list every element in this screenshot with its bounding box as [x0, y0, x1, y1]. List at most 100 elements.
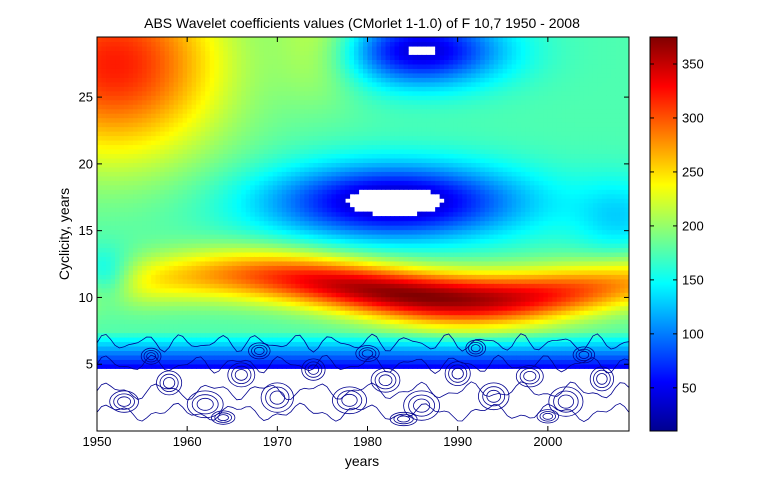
heat-cell — [214, 157, 220, 163]
heat-cell — [128, 157, 134, 163]
heat-cell — [281, 323, 287, 329]
heat-cell — [340, 117, 346, 123]
heat-cell — [272, 166, 278, 172]
heat-cell — [268, 81, 274, 87]
heat-cell — [200, 216, 206, 222]
heat-cell — [399, 341, 405, 347]
heat-cell — [205, 166, 211, 172]
heat-cell — [363, 359, 369, 365]
heat-cell — [308, 269, 315, 275]
heat-cell — [164, 113, 170, 119]
heat-cell — [187, 260, 193, 266]
heat-cell — [146, 198, 152, 204]
heat-cell — [363, 251, 369, 257]
heat-cell — [277, 175, 283, 181]
heat-cell — [191, 184, 197, 190]
heat-cell — [390, 225, 396, 231]
heat-cell — [146, 68, 152, 74]
heat-cell — [182, 345, 188, 352]
heat-cell — [142, 260, 148, 266]
heat-cell — [263, 37, 269, 43]
heat-cell — [236, 68, 242, 74]
heat-cell — [218, 41, 224, 47]
heat-cell — [182, 359, 188, 365]
heat-cell — [178, 265, 184, 271]
heat-cell — [304, 269, 310, 275]
heat-cell — [376, 117, 382, 123]
heat-cell — [218, 157, 224, 163]
heat-cell — [295, 193, 301, 199]
heat-cell — [376, 292, 382, 298]
heat-cell — [399, 157, 405, 163]
heat-cell — [268, 229, 274, 235]
heat-cell — [200, 162, 206, 168]
heat-cell — [137, 144, 143, 150]
heat-cell — [101, 202, 107, 208]
heat-cell — [385, 77, 391, 83]
heat-cell — [169, 139, 175, 146]
heat-cell — [363, 54, 369, 60]
heat-cell — [353, 113, 360, 119]
heat-cell — [200, 54, 206, 60]
heat-cell — [223, 341, 229, 347]
heat-cell — [313, 77, 319, 83]
heat-cell — [182, 278, 188, 284]
heat-cell — [236, 184, 242, 190]
heat-cell — [173, 175, 179, 181]
heat-cell — [151, 72, 157, 78]
heat-cell — [272, 45, 278, 52]
heat-cell — [245, 225, 251, 231]
heat-cell — [349, 81, 355, 87]
heat-cell — [245, 50, 251, 56]
heat-cell — [169, 157, 175, 163]
heat-cell — [308, 328, 315, 334]
heat-cell — [286, 301, 292, 307]
heat-cell — [218, 238, 224, 244]
heat-cell — [304, 63, 310, 69]
heat-cell — [133, 220, 139, 226]
heat-cell — [399, 113, 405, 119]
heat-cell — [178, 184, 184, 190]
heat-cell — [205, 350, 211, 356]
heat-cell — [313, 157, 319, 163]
heat-cell — [133, 162, 139, 168]
heat-cell — [381, 99, 387, 105]
heat-cell — [286, 319, 292, 325]
heat-cell — [142, 363, 148, 369]
heat-cell — [277, 301, 283, 307]
heat-cell — [227, 323, 233, 329]
heat-cell — [133, 77, 139, 83]
heat-cell — [124, 332, 130, 338]
heat-cell — [272, 220, 278, 226]
heat-cell — [299, 251, 305, 257]
heat-cell — [399, 296, 405, 302]
heat-cell — [245, 104, 251, 110]
heat-cell — [376, 95, 382, 101]
heat-cell — [142, 122, 148, 128]
heat-cell — [137, 81, 143, 87]
heat-cell — [227, 247, 233, 253]
heat-cell — [236, 81, 242, 87]
heat-cell — [399, 90, 405, 96]
heat-cell — [245, 247, 251, 253]
heat-cell — [227, 86, 233, 92]
heat-cell — [308, 153, 315, 159]
heat-cell — [390, 99, 396, 105]
heat-cell — [263, 54, 269, 60]
heat-cell — [286, 99, 292, 105]
heat-cell — [169, 108, 175, 114]
heat-cell — [326, 341, 333, 347]
heat-cell — [250, 189, 256, 195]
heat-cell — [169, 131, 175, 137]
heat-cell — [146, 314, 152, 320]
heat-cell — [394, 328, 400, 334]
heat-cell — [151, 184, 157, 190]
heat-cell — [187, 265, 193, 271]
heat-cell — [322, 72, 328, 78]
heat-cell — [331, 41, 337, 47]
heat-cell — [124, 354, 130, 360]
heat-cell — [344, 126, 351, 132]
heat-cell — [209, 166, 215, 172]
heat-cell — [137, 193, 143, 199]
heat-cell — [209, 59, 215, 65]
